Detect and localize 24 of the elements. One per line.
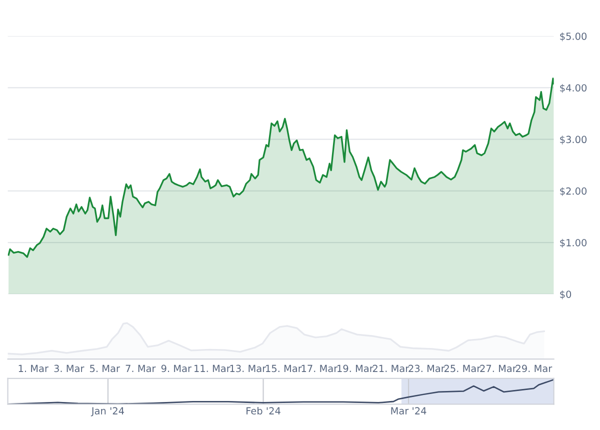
x-tick-label: 21. Mar	[372, 364, 410, 372]
x-tick-label: Mar '24	[391, 407, 426, 415]
x-tick-label: 3. Mar	[54, 364, 84, 372]
x-tick-label: 7. Mar	[126, 364, 156, 372]
y-tick-label: $0	[560, 290, 572, 300]
y-tick-label: $2.00	[560, 187, 587, 196]
x-tick-label: 29. Mar	[516, 364, 552, 372]
x-tick-label: 23. Mar	[408, 364, 445, 372]
x-tick-label: 25. Mar	[444, 364, 481, 372]
x-tick-label: 19. Mar	[338, 364, 374, 372]
x-tick-label: Feb '24	[246, 406, 280, 415]
y-tick-label: $3.00	[560, 136, 587, 144]
y-tick-label: $5.00	[560, 32, 587, 42]
x-tick-label: 9. Mar	[161, 364, 192, 372]
x-tick-label: 13. Mar	[230, 364, 266, 372]
y-tick-label: $1.00	[560, 238, 587, 248]
x-tick-label: 15. Mar	[266, 364, 302, 372]
x-tick-label: 5. Mar	[90, 364, 120, 372]
x-tick-label: 1. Mar	[18, 364, 48, 372]
x-tick-label: 17. Mar	[302, 364, 338, 372]
y-tick-label: $4.00	[560, 84, 587, 93]
x-tick-label: 11. Mar	[194, 364, 230, 372]
x-tick-label: Jan '24	[90, 407, 124, 416]
x-tick-label: 27. Mar	[480, 364, 516, 372]
